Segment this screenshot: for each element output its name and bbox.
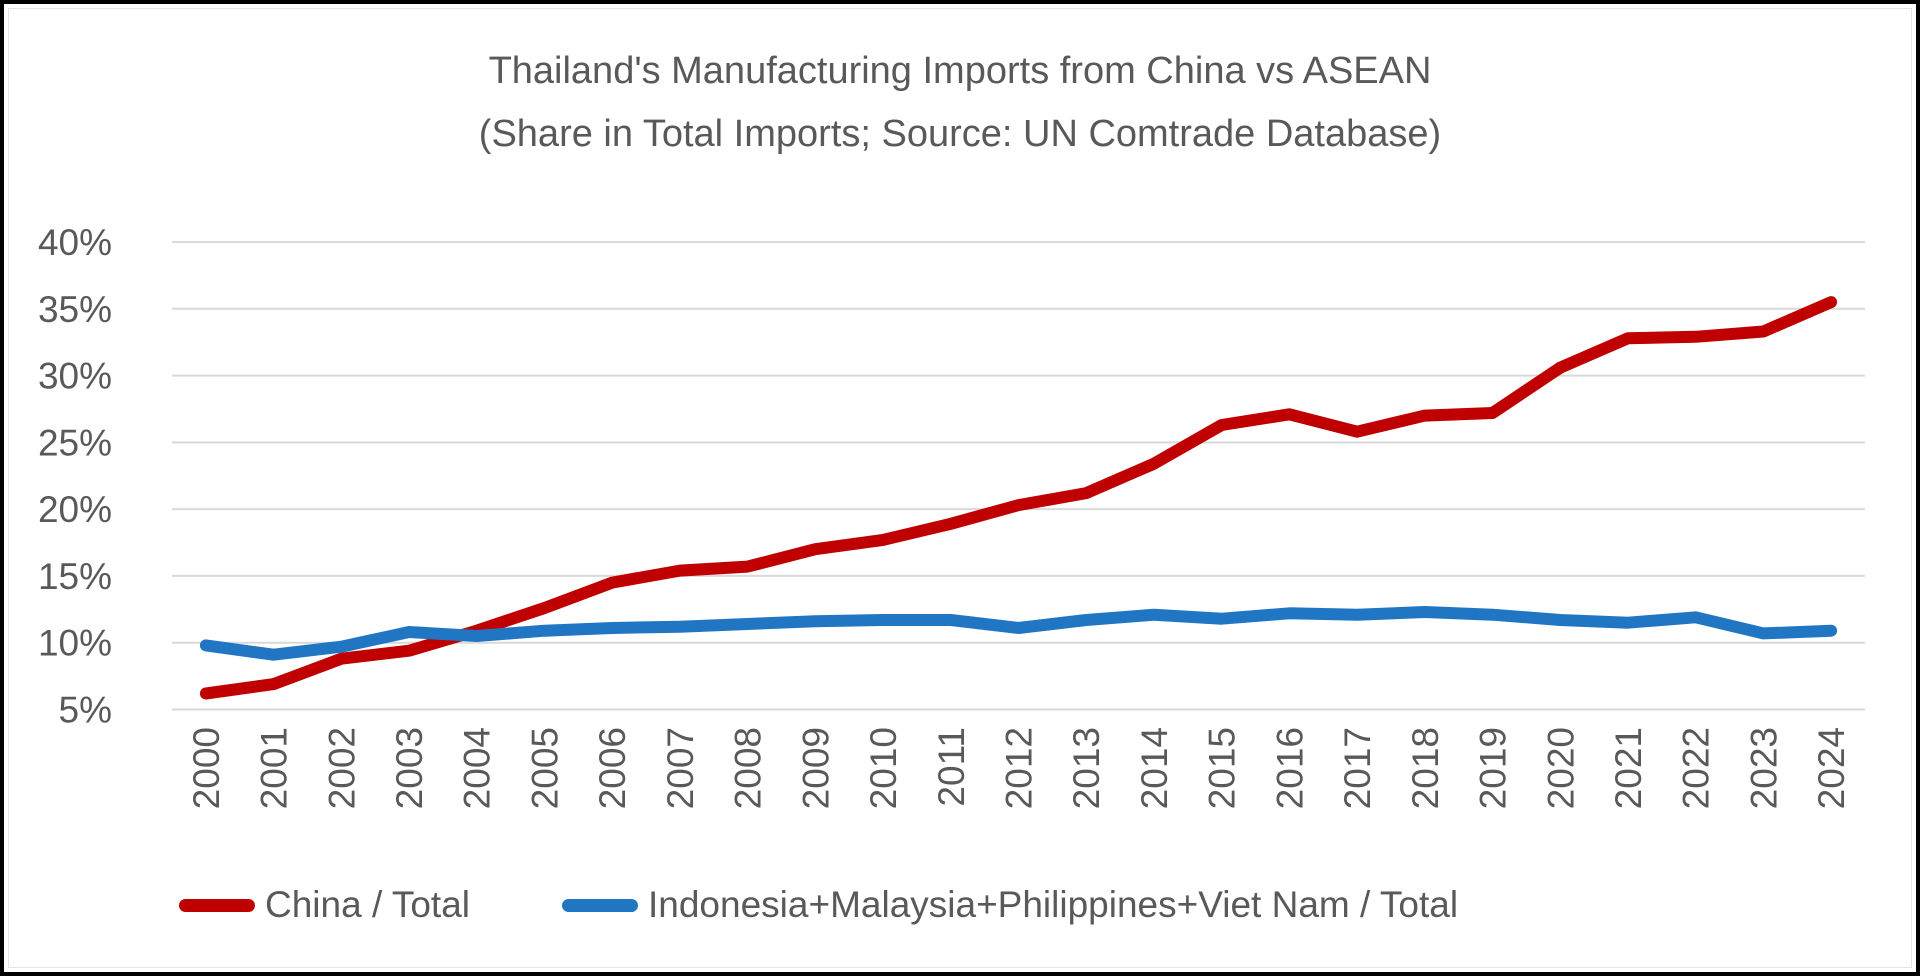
x-axis-tick-label: 2004 <box>457 727 498 809</box>
x-axis-tick-label: 2008 <box>728 727 769 809</box>
legend-label-asean: Indonesia+Malaysia+Philippines+Viet Nam … <box>648 884 1458 926</box>
y-axis-tick-label: 30% <box>38 356 112 397</box>
chart-subtitle: (Share in Total Imports; Source: UN Comt… <box>4 103 1916 166</box>
y-axis-tick-label: 5% <box>59 690 112 731</box>
legend-item-china: China / Total <box>179 884 470 926</box>
legend-label-china: China / Total <box>265 884 470 926</box>
y-axis-tick-label: 35% <box>38 289 112 330</box>
x-axis-tick-label: 2012 <box>999 727 1040 809</box>
x-axis-tick-label: 2005 <box>525 727 566 809</box>
series-line <box>206 612 1831 655</box>
x-axis-tick-label: 2022 <box>1676 727 1717 809</box>
y-axis-tick-label: 25% <box>38 422 112 463</box>
x-axis-tick-label: 2011 <box>931 727 972 807</box>
x-axis-tick-label: 2009 <box>795 727 836 809</box>
chart-title: Thailand's Manufacturing Imports from Ch… <box>4 40 1916 103</box>
x-axis-tick-label: 2010 <box>863 727 904 809</box>
x-axis-tick-label: 2006 <box>592 727 633 809</box>
x-axis-tick-label: 2015 <box>1202 727 1243 809</box>
x-axis-tick-label: 2001 <box>254 727 295 809</box>
y-axis-tick-label: 10% <box>38 623 112 664</box>
x-axis-tick-label: 2017 <box>1337 727 1378 809</box>
x-axis-tick-label: 2016 <box>1269 727 1310 809</box>
x-axis-tick-label: 2013 <box>1066 727 1107 809</box>
chart-title-block: Thailand's Manufacturing Imports from Ch… <box>4 40 1916 166</box>
y-axis-tick-label: 15% <box>38 556 112 597</box>
x-axis-tick-label: 2002 <box>321 727 362 809</box>
x-axis-tick-label: 2024 <box>1811 727 1852 809</box>
x-axis-tick-label: 2019 <box>1473 727 1514 809</box>
x-axis-tick-label: 2021 <box>1608 727 1649 809</box>
y-axis-tick-label: 40% <box>38 222 112 263</box>
chart-legend: China / Total Indonesia+Malaysia+Philipp… <box>179 884 1458 926</box>
x-axis-tick-label: 2018 <box>1405 727 1446 809</box>
asean-series-swatch-icon <box>562 899 638 912</box>
y-axis-tick-label: 20% <box>38 489 112 530</box>
x-axis-tick-label: 2003 <box>389 727 430 809</box>
x-axis-tick-label: 2014 <box>1134 727 1175 809</box>
x-axis-tick-label: 2007 <box>660 727 701 809</box>
china-series-swatch-icon <box>179 899 255 912</box>
x-axis-tick-label: 2020 <box>1540 727 1581 809</box>
x-axis-tick-label: 2023 <box>1743 727 1784 809</box>
legend-item-asean: Indonesia+Malaysia+Philippines+Viet Nam … <box>562 884 1458 926</box>
x-axis-tick-label: 2000 <box>186 727 227 809</box>
